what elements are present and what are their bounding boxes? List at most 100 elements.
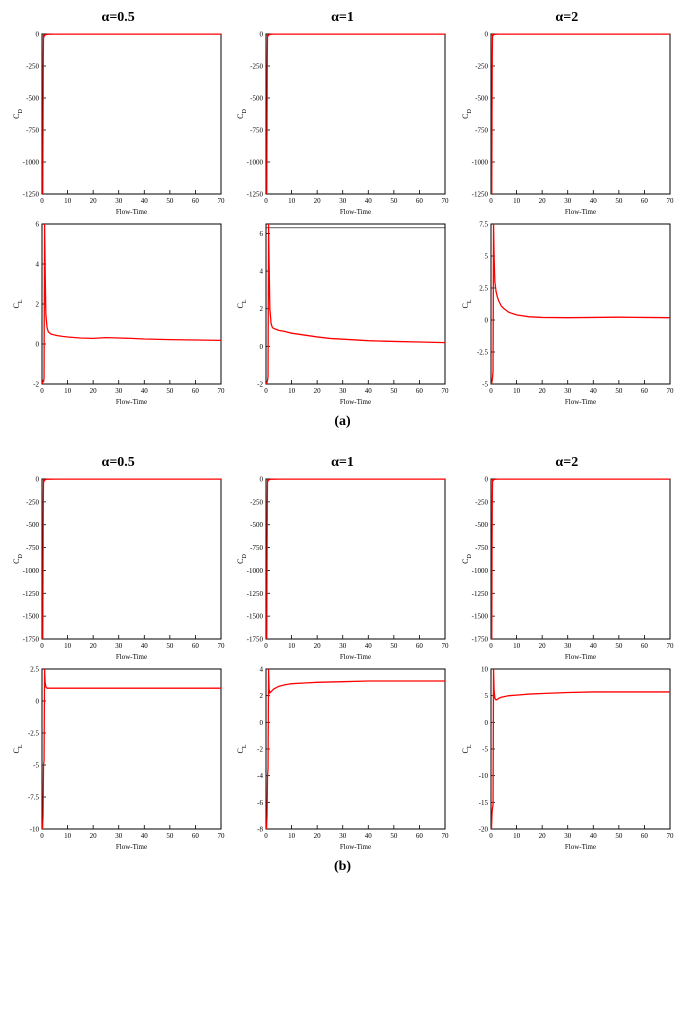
svg-text:40: 40 bbox=[141, 642, 149, 650]
svg-text:60: 60 bbox=[192, 387, 200, 395]
svg-text:40: 40 bbox=[589, 387, 597, 395]
svg-text:CL: CL bbox=[461, 299, 473, 308]
svg-text:0: 0 bbox=[489, 642, 493, 650]
svg-text:0: 0 bbox=[260, 476, 264, 484]
svg-text:0: 0 bbox=[489, 197, 493, 205]
svg-text:60: 60 bbox=[416, 387, 424, 395]
svg-text:-1000: -1000 bbox=[471, 159, 488, 167]
svg-text:70: 70 bbox=[666, 197, 674, 205]
svg-text:50: 50 bbox=[615, 197, 623, 205]
svg-text:-1500: -1500 bbox=[247, 613, 264, 621]
svg-text:-1250: -1250 bbox=[23, 191, 40, 199]
svg-text:-1000: -1000 bbox=[23, 567, 40, 575]
panel: 010203040506070-10-7.5-5-2.502.5Flow-Tim… bbox=[10, 663, 226, 853]
svg-text:-750: -750 bbox=[250, 127, 263, 135]
svg-text:-750: -750 bbox=[26, 544, 39, 552]
svg-text:-5: -5 bbox=[482, 381, 488, 389]
svg-text:20: 20 bbox=[538, 642, 546, 650]
svg-text:CL: CL bbox=[236, 299, 248, 308]
svg-text:40: 40 bbox=[365, 387, 373, 395]
svg-text:-250: -250 bbox=[475, 498, 488, 506]
svg-text:40: 40 bbox=[141, 832, 149, 840]
svg-text:10: 10 bbox=[64, 642, 72, 650]
svg-text:60: 60 bbox=[641, 387, 649, 395]
svg-text:20: 20 bbox=[538, 197, 546, 205]
svg-text:0: 0 bbox=[260, 719, 264, 727]
svg-text:-1000: -1000 bbox=[471, 567, 488, 575]
svg-text:-250: -250 bbox=[250, 498, 263, 506]
svg-text:CD: CD bbox=[461, 109, 473, 119]
svg-text:-750: -750 bbox=[250, 544, 263, 552]
svg-text:70: 70 bbox=[218, 387, 226, 395]
svg-text:10: 10 bbox=[288, 387, 296, 395]
svg-text:Flow-Time: Flow-Time bbox=[565, 843, 596, 851]
svg-text:-250: -250 bbox=[26, 63, 39, 71]
svg-text:70: 70 bbox=[666, 832, 674, 840]
svg-text:70: 70 bbox=[218, 832, 226, 840]
svg-text:10: 10 bbox=[481, 666, 489, 674]
svg-text:0: 0 bbox=[489, 832, 493, 840]
svg-text:-500: -500 bbox=[250, 95, 263, 103]
svg-text:CL: CL bbox=[12, 299, 24, 308]
svg-text:0: 0 bbox=[40, 197, 44, 205]
svg-text:-500: -500 bbox=[475, 521, 488, 529]
svg-text:CL: CL bbox=[461, 744, 473, 753]
svg-text:Flow-Time: Flow-Time bbox=[340, 653, 371, 661]
svg-text:10: 10 bbox=[288, 642, 296, 650]
svg-text:-500: -500 bbox=[250, 521, 263, 529]
svg-text:30: 30 bbox=[564, 642, 572, 650]
svg-text:50: 50 bbox=[166, 387, 174, 395]
svg-text:0: 0 bbox=[484, 317, 488, 325]
chart-panel: 010203040506070-20246Flow-TimeCL bbox=[234, 218, 449, 408]
panel-title: α=1 bbox=[234, 455, 450, 471]
svg-text:70: 70 bbox=[442, 832, 450, 840]
svg-text:50: 50 bbox=[615, 832, 623, 840]
svg-text:-1000: -1000 bbox=[247, 159, 264, 167]
svg-text:-4: -4 bbox=[257, 772, 263, 780]
panel-title: α=0.5 bbox=[10, 455, 226, 471]
svg-text:0: 0 bbox=[265, 387, 269, 395]
svg-text:20: 20 bbox=[314, 387, 322, 395]
svg-text:CD: CD bbox=[461, 554, 473, 564]
svg-text:50: 50 bbox=[166, 197, 174, 205]
svg-text:-500: -500 bbox=[475, 95, 488, 103]
figure-group: α=0.5α=1α=2010203040506070-1750-1500-125… bbox=[10, 455, 675, 875]
svg-text:2: 2 bbox=[260, 692, 264, 700]
svg-text:0: 0 bbox=[260, 31, 264, 39]
svg-text:6: 6 bbox=[260, 230, 264, 238]
svg-text:10: 10 bbox=[513, 197, 521, 205]
svg-text:60: 60 bbox=[641, 642, 649, 650]
svg-text:2.5: 2.5 bbox=[479, 285, 488, 293]
figure-caption: (a) bbox=[10, 414, 675, 430]
svg-text:30: 30 bbox=[340, 197, 348, 205]
svg-text:30: 30 bbox=[115, 197, 123, 205]
svg-text:2: 2 bbox=[36, 301, 40, 309]
chart-panel: 010203040506070-1750-1500-1250-1000-750-… bbox=[10, 473, 225, 663]
svg-text:0: 0 bbox=[489, 387, 493, 395]
svg-text:-1000: -1000 bbox=[23, 159, 40, 167]
svg-text:-1250: -1250 bbox=[247, 191, 264, 199]
svg-text:50: 50 bbox=[615, 387, 623, 395]
svg-text:7.5: 7.5 bbox=[479, 221, 488, 229]
svg-text:-2: -2 bbox=[257, 746, 263, 754]
svg-text:0: 0 bbox=[265, 642, 269, 650]
chart-panel: 010203040506070-8-6-4-2024Flow-TimeCL bbox=[234, 663, 449, 853]
svg-text:10: 10 bbox=[513, 642, 521, 650]
svg-text:20: 20 bbox=[538, 832, 546, 840]
svg-text:40: 40 bbox=[365, 197, 373, 205]
svg-text:70: 70 bbox=[218, 642, 226, 650]
svg-text:10: 10 bbox=[64, 197, 72, 205]
svg-text:2.5: 2.5 bbox=[30, 666, 39, 674]
svg-text:0: 0 bbox=[484, 31, 488, 39]
panel: 010203040506070-20-15-10-50510Flow-TimeC… bbox=[459, 663, 675, 853]
svg-text:-1750: -1750 bbox=[247, 636, 264, 644]
svg-text:70: 70 bbox=[442, 642, 450, 650]
svg-text:-15: -15 bbox=[478, 799, 488, 807]
svg-text:-2: -2 bbox=[257, 381, 263, 389]
svg-text:30: 30 bbox=[115, 642, 123, 650]
svg-text:40: 40 bbox=[589, 832, 597, 840]
svg-text:-6: -6 bbox=[257, 799, 263, 807]
svg-text:-1250: -1250 bbox=[471, 191, 488, 199]
svg-text:-250: -250 bbox=[475, 63, 488, 71]
svg-text:Flow-Time: Flow-Time bbox=[116, 208, 147, 216]
